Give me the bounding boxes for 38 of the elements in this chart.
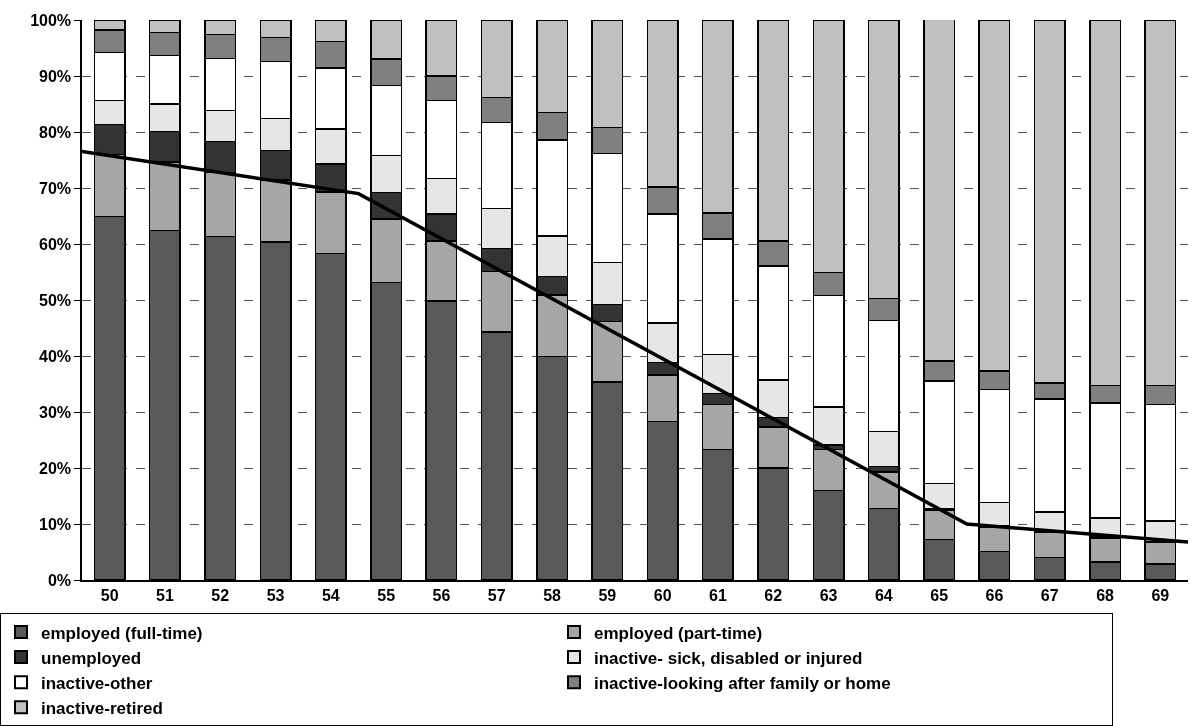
x-tick-label: 56 <box>432 586 451 604</box>
y-tick-label: 70% <box>39 179 72 197</box>
x-tick-label: 50 <box>100 586 119 604</box>
legend-label: unemployed <box>41 648 142 668</box>
x-tick-label: 52 <box>211 586 230 604</box>
y-tick-label: 0% <box>47 571 72 589</box>
x-tick-label: 69 <box>1151 586 1170 604</box>
y-tick-label: 20% <box>39 459 72 477</box>
x-tick-label: 63 <box>819 586 838 604</box>
x-tick-label: 58 <box>543 586 562 604</box>
x-tick-label: 67 <box>1040 586 1059 604</box>
x-tick-label: 57 <box>487 586 506 604</box>
x-tick-label: 61 <box>709 586 727 604</box>
y-tick-label: 40% <box>39 347 72 365</box>
y-tick-label: 90% <box>39 67 72 85</box>
x-tick-label: 62 <box>764 586 783 604</box>
x-tick-label: 66 <box>985 586 1004 604</box>
x-tick-label: 59 <box>598 586 617 604</box>
x-tick-label: 68 <box>1096 586 1115 604</box>
x-tick-label: 60 <box>653 586 672 604</box>
y-tick-label: 60% <box>39 235 72 253</box>
y-tick-label: 10% <box>39 515 72 533</box>
x-tick-label: 54 <box>321 586 340 604</box>
x-tick-label: 55 <box>377 586 396 604</box>
x-tick-label: 65 <box>930 586 949 604</box>
y-tick-label: 80% <box>39 123 72 141</box>
legend-label: inactive-looking after family or home <box>594 673 891 693</box>
legend-label: employed (full-time) <box>41 623 203 643</box>
legend-label: employed (part-time) <box>594 623 763 643</box>
x-tick-label: 64 <box>874 586 893 604</box>
y-tick-label: 100% <box>30 11 72 29</box>
x-tick-label: 53 <box>266 586 285 604</box>
legend-label: inactive-other <box>41 673 153 693</box>
y-tick-label: 50% <box>39 291 72 309</box>
legend-label: inactive- sick, disabled or injured <box>594 648 863 668</box>
legend-label: inactive-retired <box>41 698 163 718</box>
y-tick-label: 30% <box>39 403 72 421</box>
x-tick-label: 51 <box>156 586 174 604</box>
